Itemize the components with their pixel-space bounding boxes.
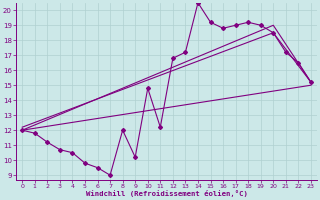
X-axis label: Windchill (Refroidissement éolien,°C): Windchill (Refroidissement éolien,°C) xyxy=(86,190,248,197)
